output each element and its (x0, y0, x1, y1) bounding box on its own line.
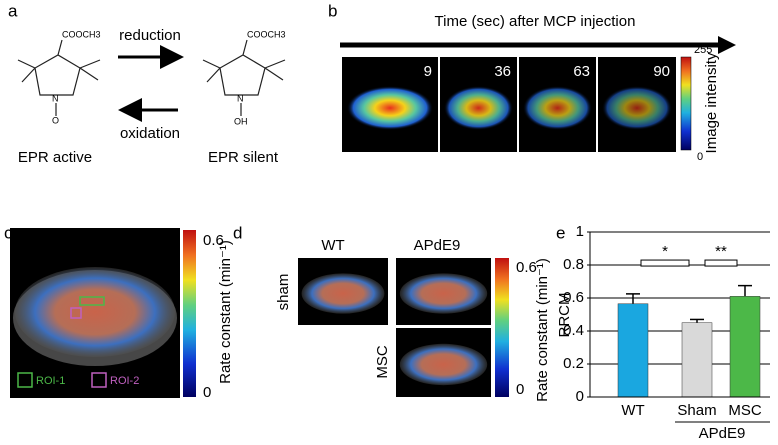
panel-d: d WT APdE9 sham MSC 0.6 0 Rate constant … (233, 223, 551, 401)
arrow-head (718, 36, 736, 54)
bar (729, 296, 761, 398)
panel-label: b (328, 1, 337, 20)
legend-swatch (17, 372, 33, 388)
time-label: 63 (573, 63, 590, 80)
y-tick-label: 0.2 (563, 355, 584, 372)
panel-title: Time (sec) after MCP injection (435, 13, 636, 30)
legend-swatch (91, 372, 107, 388)
caption: EPR active (18, 149, 92, 166)
atom: N (52, 93, 59, 103)
rate-map (15, 267, 175, 357)
caption: EPR silent (208, 149, 279, 166)
rate-map (399, 273, 488, 314)
time-label: 36 (494, 63, 511, 80)
legend-label: ROI-2 (110, 375, 139, 387)
panel-b: b Time (sec) after MCP injection 9 36 63 90… (328, 1, 736, 163)
substituent: COOCH3 (62, 29, 101, 39)
significance-bracket (640, 259, 690, 267)
time-label: 90 (653, 63, 670, 80)
panel-label: d (233, 223, 242, 242)
scale-min: 0 (203, 384, 211, 401)
scale-max: 0.6 (516, 259, 537, 276)
panel-c: c ROI-1 ROI-2 0.6 0 Rate constant (min⁻¹… (4, 223, 234, 400)
column-label: WT (321, 237, 344, 254)
bar (681, 322, 713, 398)
roi-box (79, 296, 105, 306)
y-tick-label: 0.8 (563, 256, 584, 273)
colorbar (680, 56, 692, 151)
scale-label: Rate constant (min⁻¹) (217, 240, 234, 384)
y-tick-label: 0.4 (563, 322, 584, 339)
rate-map (301, 273, 385, 314)
time-label: 9 (424, 63, 432, 80)
scale-min: 0 (516, 381, 524, 398)
reaction-label: oxidation (120, 125, 180, 142)
row-label: MSC (374, 345, 391, 379)
substituent: COOCH3 (247, 29, 286, 39)
group-label: APdE9 (699, 425, 746, 440)
atom: O (52, 115, 59, 125)
colorbar (183, 230, 196, 397)
y-tick-label: 1 (576, 223, 584, 240)
row-label: sham (275, 274, 292, 311)
rate-map (399, 343, 488, 386)
y-tick-label: 0 (576, 388, 584, 405)
panel-label: c (4, 223, 13, 242)
significance-mark: * (662, 243, 668, 260)
atom: N (237, 93, 244, 103)
legend-label: ROI-1 (36, 375, 65, 387)
scale-label: Image intensity (703, 52, 720, 153)
scale-min: 0 (697, 151, 703, 163)
epr-signal (443, 86, 514, 130)
colorbar (495, 258, 509, 397)
scale-label: Rate constant (min⁻¹) (534, 258, 551, 402)
significance-bracket (704, 259, 738, 267)
scale-max: 0.6 (203, 232, 224, 249)
epr-signal (346, 86, 434, 130)
column-label: APdE9 (414, 237, 461, 254)
x-tick-label: Sham (677, 402, 716, 419)
bar (617, 303, 649, 398)
epr-signal (601, 86, 673, 130)
panel-label: a (8, 1, 18, 20)
x-tick-label: WT (621, 402, 644, 419)
atom: OH (234, 116, 248, 126)
y-tick-label: 0.6 (563, 289, 584, 306)
reaction-label: reduction (119, 27, 181, 44)
significance-mark: ** (715, 243, 727, 260)
x-tick-label: MSC (728, 402, 762, 419)
epr-signal (522, 86, 593, 130)
panel-label: e (556, 223, 565, 242)
y-axis-label: RRCM (556, 293, 573, 338)
scale-max: 255 (694, 44, 712, 56)
roi-box (70, 307, 82, 319)
panel-a: a COOCH3 N O reduction oxidation COOCH3 … (8, 1, 286, 165)
